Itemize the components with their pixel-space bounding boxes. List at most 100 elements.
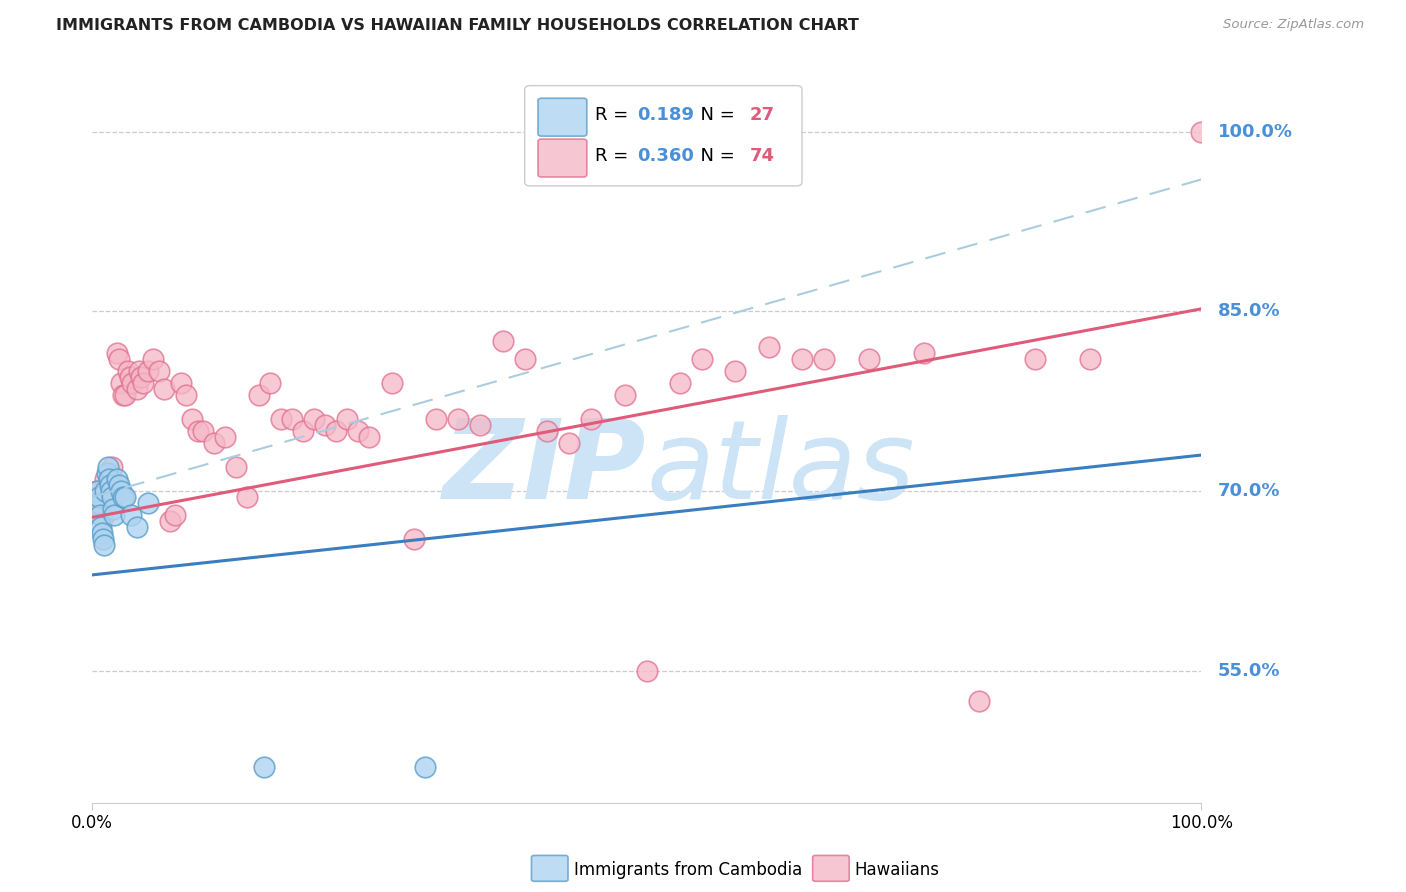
Point xyxy=(89,508,111,522)
Point xyxy=(91,510,114,524)
Point xyxy=(724,364,747,378)
Point xyxy=(103,508,125,522)
Point xyxy=(110,376,132,391)
Text: R =: R = xyxy=(595,147,634,165)
Point xyxy=(103,483,125,498)
Point xyxy=(969,694,991,708)
Point xyxy=(86,483,108,498)
Text: R =: R = xyxy=(595,106,634,124)
Point xyxy=(447,412,470,426)
Text: 0.189: 0.189 xyxy=(637,106,693,124)
FancyBboxPatch shape xyxy=(538,98,586,136)
Point xyxy=(98,466,121,480)
Point xyxy=(581,412,603,426)
Point xyxy=(402,532,425,546)
Point xyxy=(107,478,129,492)
Point xyxy=(259,376,281,391)
Point xyxy=(129,370,152,384)
Point xyxy=(636,664,658,678)
Point xyxy=(118,370,141,384)
Point xyxy=(87,496,110,510)
Point xyxy=(120,508,142,522)
Point xyxy=(100,483,122,498)
Point xyxy=(125,520,148,534)
Point xyxy=(613,388,636,402)
Point xyxy=(87,490,110,504)
Point xyxy=(214,430,236,444)
Point xyxy=(94,472,117,486)
FancyBboxPatch shape xyxy=(538,139,586,177)
Point xyxy=(87,490,110,504)
Point xyxy=(1189,124,1212,138)
Point xyxy=(202,436,225,450)
Point xyxy=(381,376,404,391)
Point xyxy=(170,376,193,391)
Point xyxy=(813,352,835,367)
Point xyxy=(690,352,713,367)
Point xyxy=(470,418,492,433)
Point xyxy=(101,460,124,475)
Point xyxy=(325,424,347,438)
Point xyxy=(413,759,436,773)
Point xyxy=(132,376,155,391)
Point xyxy=(236,490,259,504)
Point xyxy=(110,483,132,498)
Point xyxy=(425,412,447,426)
Point xyxy=(176,388,198,402)
Point xyxy=(114,388,136,402)
Point xyxy=(96,466,118,480)
Point xyxy=(91,525,114,540)
Point xyxy=(105,472,128,486)
Point xyxy=(359,430,381,444)
Point xyxy=(93,538,115,552)
Point xyxy=(107,352,129,367)
Point xyxy=(758,340,780,354)
Point xyxy=(669,376,692,391)
Text: 74: 74 xyxy=(749,147,775,165)
Text: atlas: atlas xyxy=(647,415,915,522)
Point xyxy=(97,472,120,486)
Point xyxy=(858,352,880,367)
Point xyxy=(912,346,935,360)
Point xyxy=(91,508,114,522)
FancyBboxPatch shape xyxy=(524,86,801,186)
Point xyxy=(1024,352,1046,367)
Point xyxy=(125,382,148,396)
Text: ZIP: ZIP xyxy=(443,415,647,522)
Point xyxy=(314,418,336,433)
Point xyxy=(159,514,181,528)
Point xyxy=(186,424,208,438)
Point xyxy=(302,412,325,426)
Point xyxy=(114,490,136,504)
Point xyxy=(247,388,270,402)
Point xyxy=(165,508,187,522)
Point xyxy=(105,346,128,360)
Point xyxy=(148,364,170,378)
Point xyxy=(94,483,117,498)
Text: Immigrants from Cambodia: Immigrants from Cambodia xyxy=(574,861,801,879)
Point xyxy=(558,436,581,450)
Point xyxy=(90,520,112,534)
Text: 27: 27 xyxy=(749,106,775,124)
Point xyxy=(97,460,120,475)
Point xyxy=(270,412,292,426)
Point xyxy=(225,460,247,475)
Point xyxy=(90,502,112,516)
Text: Hawaiians: Hawaiians xyxy=(855,861,939,879)
Point xyxy=(536,424,558,438)
Point xyxy=(89,496,111,510)
Point xyxy=(336,412,359,426)
Point xyxy=(112,490,135,504)
Text: 100.0%: 100.0% xyxy=(1218,122,1294,141)
Point xyxy=(117,364,139,378)
Point xyxy=(491,334,513,349)
Text: Source: ZipAtlas.com: Source: ZipAtlas.com xyxy=(1223,18,1364,31)
Point xyxy=(181,412,204,426)
Text: N =: N = xyxy=(689,147,741,165)
Point xyxy=(97,478,120,492)
Text: 0.360: 0.360 xyxy=(637,147,693,165)
Point xyxy=(136,364,159,378)
Text: 55.0%: 55.0% xyxy=(1218,662,1281,680)
Point xyxy=(1078,352,1101,367)
Point xyxy=(153,382,176,396)
